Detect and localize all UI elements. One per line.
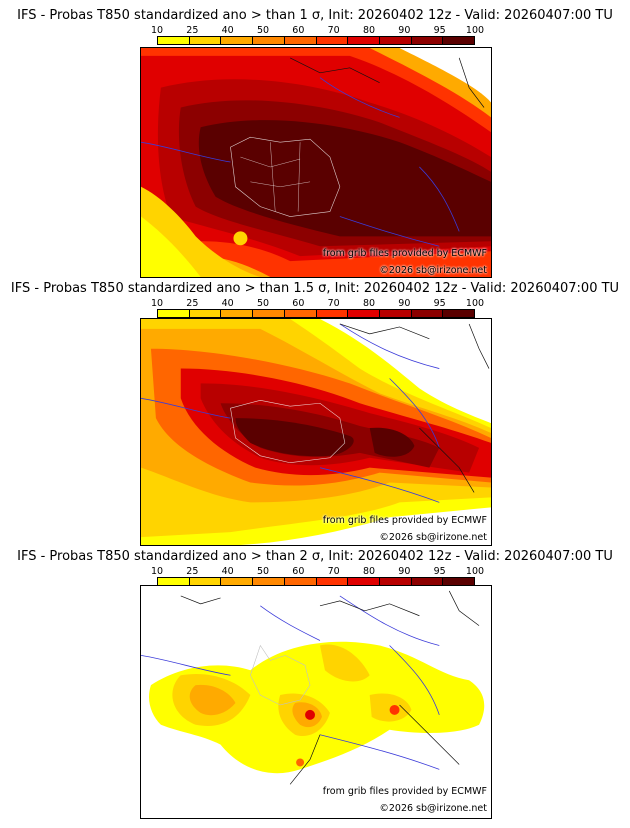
colorbar-tick-label: 50 xyxy=(256,298,270,309)
copyright: ©2026 sb@irizone.net xyxy=(379,803,487,814)
panel-2: IFS - Probas T850 standardized ano > tha… xyxy=(0,278,630,548)
colorbar-swatch xyxy=(158,578,190,585)
colorbar-swatch xyxy=(284,37,317,44)
map-svg xyxy=(141,319,491,545)
colorbar-tick-label: 50 xyxy=(256,25,270,36)
colorbar xyxy=(157,309,475,318)
colorbar-tick-label: 70 xyxy=(327,298,340,309)
source-credit: from grib files provided by ECMWF xyxy=(322,248,487,259)
colorbar-tick-label: 60 xyxy=(292,566,305,577)
probability-map: from grib files provided by ECMWF ©2026 … xyxy=(140,47,492,278)
colorbar-swatch xyxy=(158,37,190,44)
colorbar-swatch xyxy=(284,578,317,585)
colorbar-tick-label: 60 xyxy=(292,298,305,309)
colorbar-tick-label: 70 xyxy=(327,566,340,577)
colorbar-swatch xyxy=(348,578,380,585)
colorbar-swatch xyxy=(189,310,222,317)
colorbar-tick-label: 10 xyxy=(150,566,164,577)
colorbar-swatch xyxy=(411,37,444,44)
map-svg xyxy=(141,48,491,277)
colorbar-swatch xyxy=(284,310,317,317)
copyright: ©2026 sb@irizone.net xyxy=(379,532,487,543)
colorbar-swatch xyxy=(348,310,380,317)
colorbar-swatch xyxy=(316,578,349,585)
colorbar-tick-label: 40 xyxy=(221,25,234,36)
colorbar xyxy=(157,36,475,45)
colorbar-swatch xyxy=(221,37,254,44)
colorbar-tick-label: 10 xyxy=(150,25,164,36)
colorbar-swatch xyxy=(316,310,349,317)
probability-map: from grib files provided by ECMWF ©2026 … xyxy=(140,585,492,819)
colorbar-swatch xyxy=(379,310,412,317)
colorbar-labels: 10 25 40 50 60 70 80 90 95 100 xyxy=(151,25,484,36)
colorbar-tick-label: 25 xyxy=(186,25,199,36)
colorbar-tick-label: 25 xyxy=(186,566,199,577)
colorbar-swatch xyxy=(316,37,349,44)
panel-3: IFS - Probas T850 standardized ano > tha… xyxy=(0,548,630,828)
colorbar-swatch xyxy=(253,310,285,317)
copyright: ©2026 sb@irizone.net xyxy=(379,265,487,276)
colorbar-tick-label: 100 xyxy=(465,566,485,577)
source-credit: from grib files provided by ECMWF xyxy=(322,515,487,526)
colorbar-tick-label: 100 xyxy=(465,298,485,309)
colorbar-tick-label: 95 xyxy=(433,25,446,36)
colorbar-tick-label: 40 xyxy=(221,566,234,577)
panel-title: IFS - Probas T850 standardized ano > tha… xyxy=(17,8,613,23)
panel-title: IFS - Probas T850 standardized ano > tha… xyxy=(17,549,613,564)
colorbar-swatch xyxy=(411,578,444,585)
colorbar-tick-label: 95 xyxy=(433,566,446,577)
map-svg xyxy=(141,586,491,818)
colorbar-swatch xyxy=(189,37,222,44)
colorbar-tick-label: 90 xyxy=(398,298,411,309)
colorbar-tick-label: 10 xyxy=(150,298,164,309)
colorbar-tick-label: 90 xyxy=(398,566,411,577)
colorbar-labels: 10 25 40 50 60 70 80 90 95 100 xyxy=(151,566,484,577)
panel-1: IFS - Probas T850 standardized ano > tha… xyxy=(0,0,630,278)
colorbar-swatch xyxy=(411,310,444,317)
colorbar-swatch xyxy=(221,578,254,585)
colorbar-swatch xyxy=(348,37,380,44)
colorbar-tick-label: 50 xyxy=(256,566,270,577)
panel-title: IFS - Probas T850 standardized ano > tha… xyxy=(10,281,620,296)
colorbar-swatch xyxy=(221,310,254,317)
colorbar-swatch xyxy=(443,578,475,585)
colorbar-tick-label: 100 xyxy=(465,25,485,36)
colorbar-tick-label: 40 xyxy=(221,298,234,309)
colorbar-swatch xyxy=(253,37,285,44)
colorbar-swatch xyxy=(189,578,222,585)
colorbar-tick-label: 80 xyxy=(362,25,376,36)
colorbar-tick-label: 80 xyxy=(362,566,376,577)
colorbar-swatch xyxy=(379,37,412,44)
colorbar xyxy=(157,577,475,586)
colorbar-tick-label: 25 xyxy=(186,298,199,309)
colorbar-swatch xyxy=(379,578,412,585)
colorbar-tick-label: 70 xyxy=(327,25,340,36)
colorbar-tick-label: 95 xyxy=(433,298,446,309)
source-credit: from grib files provided by ECMWF xyxy=(322,786,487,797)
colorbar-tick-label: 60 xyxy=(292,25,305,36)
colorbar-tick-label: 80 xyxy=(362,298,376,309)
colorbar-swatch xyxy=(443,310,475,317)
colorbar-labels: 10 25 40 50 60 70 80 90 95 100 xyxy=(151,298,484,309)
colorbar-swatch xyxy=(443,37,475,44)
probability-map: from grib files provided by ECMWF ©2026 … xyxy=(140,318,492,546)
colorbar-swatch xyxy=(158,310,190,317)
colorbar-tick-label: 90 xyxy=(398,25,411,36)
colorbar-swatch xyxy=(253,578,285,585)
